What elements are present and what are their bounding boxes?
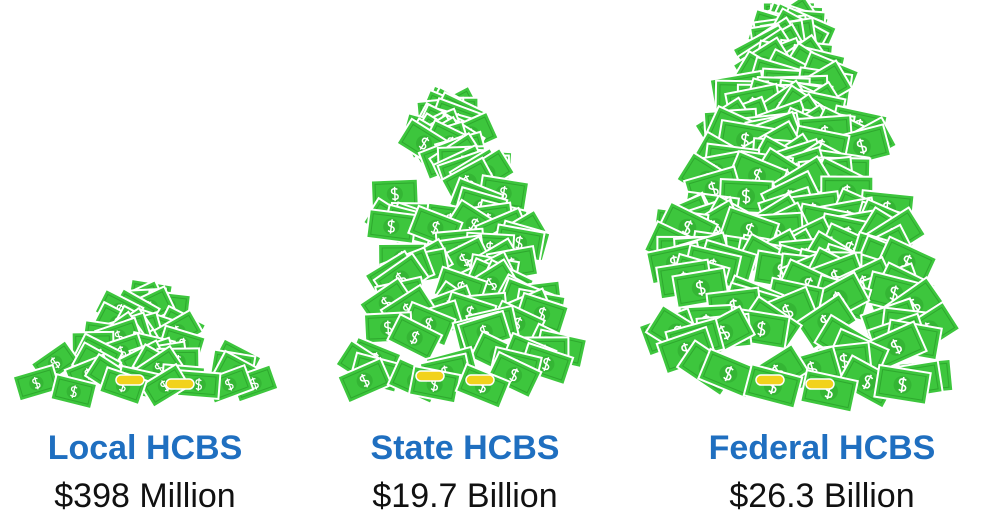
money-pile [336,86,587,409]
money-pile [639,0,960,412]
item-amount: $26.3 Billion [672,476,972,515]
coin [756,375,784,385]
coin [116,375,144,385]
infographic: Local HCBS $398 Million State HCBS $19.7… [0,0,986,515]
money-pile [13,279,279,409]
money-piles [0,0,986,420]
coin [416,371,444,381]
coin [466,375,494,385]
bill [874,365,930,405]
coin [166,379,194,389]
item-amount: $398 Million [0,476,295,515]
coin [806,379,834,389]
item-label: Federal HCBS [672,428,972,468]
item-label: State HCBS [315,428,615,468]
bill [366,209,416,243]
item-amount: $19.7 Billion [315,476,615,515]
item-label: Local HCBS [0,428,295,468]
